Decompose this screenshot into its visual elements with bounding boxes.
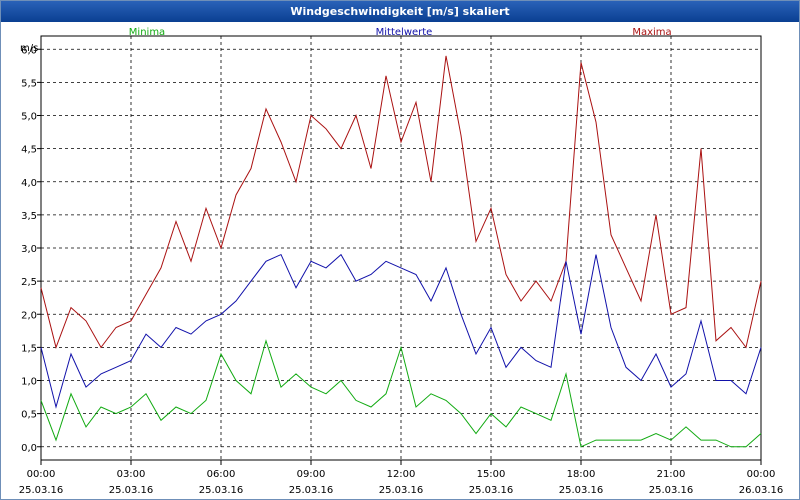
y-tick-label: 5,0 xyxy=(21,112,37,123)
x-tick-time-label: 15:00 xyxy=(477,469,506,480)
x-tick-time-label: 03:00 xyxy=(117,469,146,480)
x-tick-date-label: 25.03.16 xyxy=(649,485,694,496)
x-tick-date-label: 25.03.16 xyxy=(559,485,604,496)
legend-entry-minima: Minima xyxy=(129,27,165,38)
y-tick-label: 2,0 xyxy=(21,310,37,321)
y-tick-label: 0,0 xyxy=(21,443,37,454)
wind-speed-chart: 0,0 0,5 1,0 1,5 2,0 2,5 3,0 3,5 4,0 4,5 5,0 5,5 6,0m… xyxy=(19,27,784,496)
x-tick-time-label: 00:00 xyxy=(747,469,776,480)
x-tick-time-label: 18:00 xyxy=(567,469,596,480)
y-tick-label: 1,0 xyxy=(21,377,37,388)
x-tick-date-label: 25.03.16 xyxy=(109,485,154,496)
x-tick-time-label: 06:00 xyxy=(207,469,236,480)
y-tick-label: 6,0 xyxy=(21,45,37,56)
x-tick-time-label: 12:00 xyxy=(387,469,416,480)
x-tick-date-label: 25.03.16 xyxy=(469,485,514,496)
legend-entry-mittelwerte: Mittelwerte xyxy=(376,27,433,38)
x-tick-time-label: 00:00 xyxy=(27,469,56,480)
x-tick-time-label: 21:00 xyxy=(657,469,686,480)
chart-title-bar: Windgeschwindigkeit [m/s] skaliert xyxy=(1,1,799,22)
y-tick-label: 2,5 xyxy=(21,277,37,288)
x-tick-date-label: 25.03.16 xyxy=(19,485,64,496)
y-tick-label: 1,5 xyxy=(21,343,37,354)
series-line-maxima xyxy=(40,55,762,350)
x-tick-date-label: 25.03.16 xyxy=(379,485,424,496)
legend-entry-maxima: Maxima xyxy=(632,27,671,38)
y-tick-label: 4,5 xyxy=(21,145,37,156)
y-tick-label: 0,5 xyxy=(21,410,37,421)
chart-title: Windgeschwindigkeit [m/s] skaliert xyxy=(290,5,510,18)
y-tick-label: 4,0 xyxy=(21,178,37,189)
y-tick-label: 3,0 xyxy=(21,244,37,255)
series-line-minima xyxy=(40,339,762,448)
y-tick-label: 3,5 xyxy=(21,211,37,222)
y-axis-label: m/s xyxy=(20,43,38,54)
x-tick-date-label: 25.03.16 xyxy=(289,485,334,496)
x-tick-date-label: 25.03.16 xyxy=(199,485,244,496)
x-tick-date-label: 26.03.16 xyxy=(739,485,784,496)
y-tick-label: 5,5 xyxy=(21,78,37,89)
series-line-mittelwerte xyxy=(40,253,762,409)
x-tick-time-label: 09:00 xyxy=(297,469,326,480)
